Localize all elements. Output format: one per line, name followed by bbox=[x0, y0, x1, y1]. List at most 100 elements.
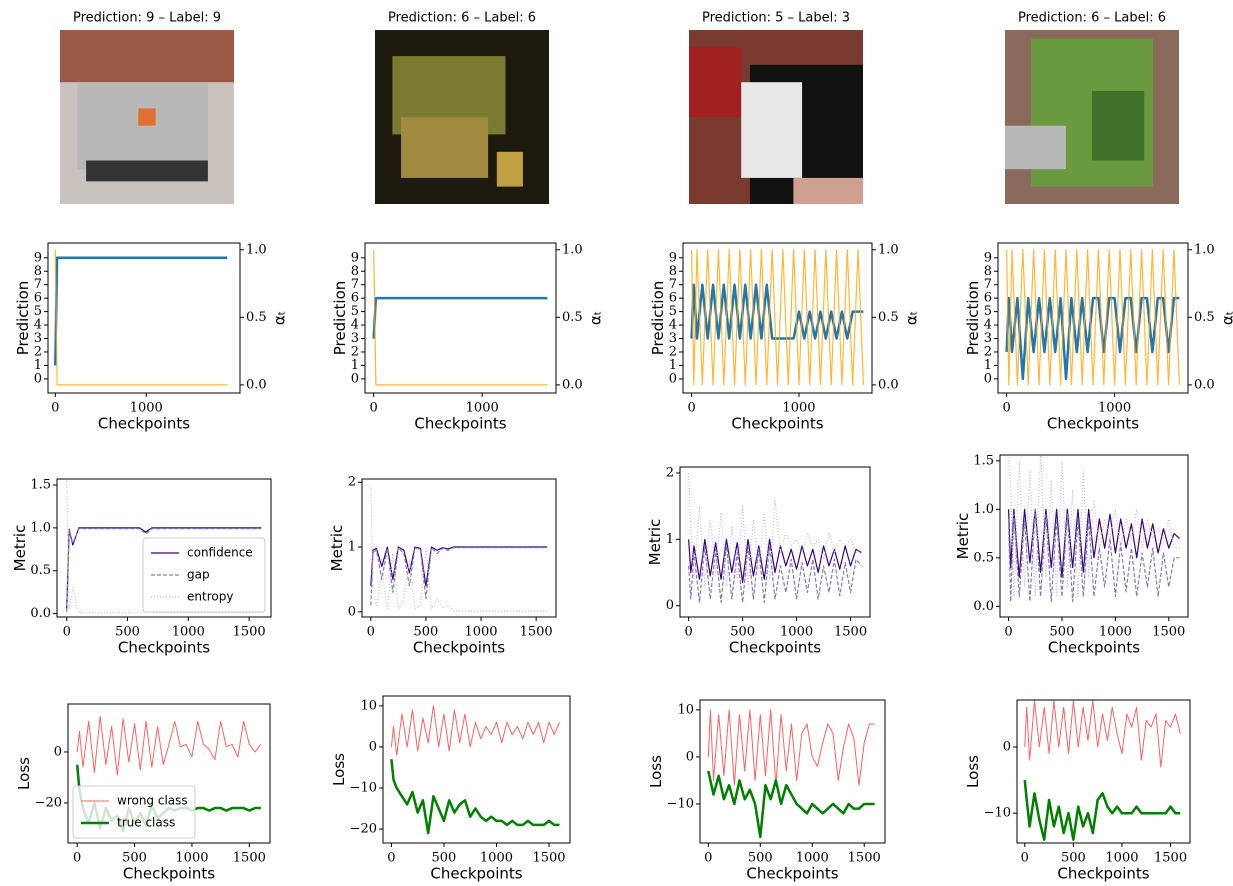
line bbox=[76, 715, 262, 776]
plot-frame bbox=[382, 695, 571, 844]
legend-label: gap bbox=[187, 568, 210, 582]
y-tick-label: 2 bbox=[348, 475, 356, 490]
plot-frame bbox=[364, 242, 557, 394]
x-tick-label: 500 bbox=[730, 625, 755, 640]
line bbox=[688, 538, 862, 584]
x-axis-label: Checkpoints bbox=[731, 415, 823, 433]
x-tick-label: 1500 bbox=[233, 625, 266, 640]
y-tick-label: 4 bbox=[351, 318, 359, 333]
x-tick-label: 1000 bbox=[480, 851, 513, 866]
plot-frame bbox=[999, 454, 1189, 618]
x-tick-label: 1500 bbox=[834, 625, 867, 640]
image-title: Prediction: 6 – Label: 6 bbox=[388, 11, 536, 26]
legend-box bbox=[142, 537, 266, 613]
y2-line bbox=[54, 249, 228, 386]
y2-tick-label: 0.0 bbox=[1194, 377, 1215, 392]
line bbox=[1007, 508, 1180, 603]
plot-area bbox=[370, 485, 548, 612]
y-tick-label: 9 bbox=[351, 250, 359, 265]
y-tick-label: 6 bbox=[984, 291, 992, 306]
x-tick-label: 1000 bbox=[782, 401, 815, 416]
x-tick-label: 0 bbox=[387, 851, 395, 866]
x-axis-label: Checkpoints bbox=[123, 865, 215, 883]
line bbox=[1023, 779, 1181, 841]
y-tick-label: 0 bbox=[666, 598, 674, 613]
input-image bbox=[375, 30, 549, 204]
x-tick-label: 1500 bbox=[532, 851, 565, 866]
y-tick-label: 0 bbox=[984, 371, 992, 386]
image-region bbox=[1005, 125, 1066, 170]
x-tick-label: 1000 bbox=[796, 851, 829, 866]
y-tick-label: 1.0 bbox=[30, 520, 51, 535]
y-axis-label: Prediction bbox=[964, 281, 982, 356]
y-axis-label: Loss bbox=[647, 755, 665, 788]
y-tick-label: 2 bbox=[669, 344, 677, 359]
y-tick-label: −20 bbox=[35, 795, 62, 810]
y-tick-label: 4 bbox=[669, 318, 677, 333]
image-region bbox=[401, 117, 489, 178]
input-image bbox=[1005, 30, 1179, 204]
x-tick-label: 0 bbox=[367, 625, 375, 640]
x-tick-label: 0 bbox=[73, 851, 81, 866]
y-axis-label: Loss bbox=[964, 755, 982, 788]
y-tick-label: 1 bbox=[34, 358, 42, 373]
y-tick-label: −20 bbox=[350, 822, 377, 837]
plot-frame bbox=[56, 478, 272, 618]
plot-area bbox=[1023, 700, 1181, 841]
x-tick-label: 0 bbox=[1021, 851, 1029, 866]
y-axis-label: Prediction bbox=[14, 281, 32, 356]
image-region bbox=[1092, 90, 1145, 161]
x-tick-label: 500 bbox=[414, 625, 439, 640]
y-tick-label: 7 bbox=[34, 277, 42, 292]
y-tick-label: 0.5 bbox=[30, 563, 51, 578]
plot-area bbox=[66, 480, 262, 614]
y-tick-label: 3 bbox=[34, 331, 42, 346]
y-tick-label: 0.0 bbox=[973, 599, 994, 614]
y2-axis-label: αₜ bbox=[1219, 311, 1233, 325]
x-axis-label: Checkpoints bbox=[1048, 639, 1140, 657]
y-tick-label: 5 bbox=[34, 304, 42, 319]
y-axis-label: Loss bbox=[15, 757, 33, 790]
x-tick-label: 1500 bbox=[520, 625, 553, 640]
y2-line bbox=[690, 249, 865, 386]
y-axis-label: Metric bbox=[954, 513, 972, 560]
y2-tick-label: 1.0 bbox=[878, 242, 899, 257]
image-title: Prediction: 6 – Label: 6 bbox=[1018, 11, 1166, 26]
y2-tick-label: 0.0 bbox=[562, 377, 583, 392]
plot-area bbox=[690, 249, 865, 386]
y-tick-label: 4 bbox=[984, 318, 992, 333]
y-tick-label: 5 bbox=[351, 304, 359, 319]
legend: confidence gap entropy bbox=[142, 537, 266, 613]
y2-tick-label: 0.5 bbox=[878, 310, 899, 325]
y-tick-label: 1 bbox=[351, 358, 359, 373]
input-image bbox=[60, 30, 234, 204]
plot-area bbox=[1007, 455, 1180, 603]
line bbox=[688, 545, 862, 603]
x-tick-label: 500 bbox=[122, 851, 147, 866]
y2-line bbox=[373, 249, 548, 386]
y-tick-label: 10 bbox=[360, 698, 377, 713]
y-tick-label: 1.5 bbox=[973, 453, 994, 468]
plot-area bbox=[54, 249, 228, 386]
y-tick-label: 0 bbox=[369, 739, 377, 754]
x-tick-label: 0 bbox=[1004, 625, 1012, 640]
plot-frame bbox=[67, 703, 271, 844]
legend-label: true class bbox=[117, 816, 175, 830]
y-tick-label: 8 bbox=[34, 264, 42, 279]
y-axis-label: Prediction bbox=[331, 281, 349, 356]
plot-frame bbox=[1016, 699, 1191, 844]
x-tick-label: 0 bbox=[1002, 401, 1010, 416]
x-axis-label: Checkpoints bbox=[118, 639, 210, 657]
line bbox=[370, 485, 548, 612]
x-tick-label: 1000 bbox=[1099, 625, 1132, 640]
image-region bbox=[60, 30, 234, 83]
x-tick-label: 1500 bbox=[1152, 625, 1185, 640]
plot-frame bbox=[997, 242, 1189, 394]
legend: wrong class true class bbox=[72, 785, 196, 839]
y-tick-label: 2 bbox=[984, 344, 992, 359]
y-axis-label: Metric bbox=[646, 519, 664, 566]
y-tick-label: 2 bbox=[34, 344, 42, 359]
x-axis-label: Checkpoints bbox=[413, 639, 505, 657]
x-tick-label: 1500 bbox=[233, 851, 266, 866]
